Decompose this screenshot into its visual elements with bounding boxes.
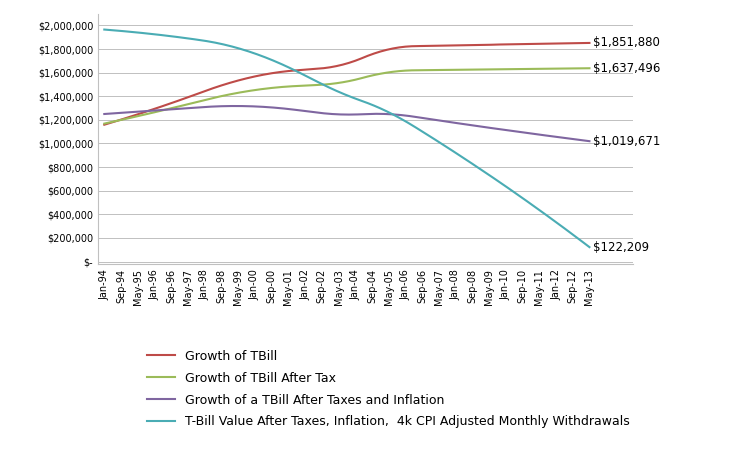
Growth of a TBill After Taxes and Inflation [585, 138, 594, 144]
Growth of TBill After Tax [531, 66, 540, 71]
Growth of TBill After Tax [225, 91, 234, 97]
Growth of a TBill After Taxes and Inflation [532, 131, 541, 137]
Growth of TBill [382, 47, 391, 53]
Growth of TBill [100, 122, 109, 127]
Growth of TBill After Tax [382, 70, 391, 76]
Growth of TBill [585, 40, 594, 46]
Text: $122,209: $122,209 [593, 241, 648, 253]
T-Bill Value After Taxes, Inflation,  4k CPI Adjusted Monthly Withdrawals [225, 43, 234, 49]
Growth of a TBill After Taxes and Inflation [231, 103, 241, 109]
T-Bill Value After Taxes, Inflation,  4k CPI Adjusted Monthly Withdrawals [382, 109, 391, 114]
Growth of a TBill After Taxes and Inflation [385, 111, 394, 117]
Growth of TBill [225, 80, 234, 86]
Text: $1,851,880: $1,851,880 [593, 36, 660, 50]
T-Bill Value After Taxes, Inflation,  4k CPI Adjusted Monthly Withdrawals [194, 37, 203, 43]
Growth of TBill [194, 91, 203, 96]
Growth of a TBill After Taxes and Inflation [439, 118, 448, 124]
Growth of TBill After Tax [437, 67, 446, 73]
T-Bill Value After Taxes, Inflation,  4k CPI Adjusted Monthly Withdrawals [585, 244, 594, 250]
Legend: Growth of TBill, Growth of TBill After Tax, Growth of a TBill After Taxes and In: Growth of TBill, Growth of TBill After T… [147, 350, 630, 429]
Line: Growth of TBill After Tax: Growth of TBill After Tax [104, 68, 590, 124]
T-Bill Value After Taxes, Inflation,  4k CPI Adjusted Monthly Withdrawals [531, 204, 540, 210]
Growth of a TBill After Taxes and Inflation [225, 103, 234, 109]
Text: $1,019,671: $1,019,671 [593, 135, 660, 148]
Growth of TBill After Tax [194, 99, 203, 104]
Growth of a TBill After Taxes and Inflation [194, 105, 203, 110]
Growth of TBill [466, 42, 475, 48]
Text: $1,637,496: $1,637,496 [593, 62, 660, 75]
T-Bill Value After Taxes, Inflation,  4k CPI Adjusted Monthly Withdrawals [437, 141, 446, 146]
Growth of TBill After Tax [466, 67, 475, 72]
Line: Growth of a TBill After Taxes and Inflation: Growth of a TBill After Taxes and Inflat… [104, 106, 590, 141]
Line: T-Bill Value After Taxes, Inflation,  4k CPI Adjusted Monthly Withdrawals: T-Bill Value After Taxes, Inflation, 4k … [104, 30, 590, 247]
T-Bill Value After Taxes, Inflation,  4k CPI Adjusted Monthly Withdrawals [100, 27, 109, 32]
Growth of TBill [437, 43, 446, 48]
Growth of TBill After Tax [100, 121, 109, 126]
Growth of TBill [531, 41, 540, 46]
Growth of a TBill After Taxes and Inflation [100, 111, 109, 117]
Line: Growth of TBill: Growth of TBill [104, 43, 590, 125]
Growth of a TBill After Taxes and Inflation [467, 122, 477, 128]
Growth of TBill After Tax [585, 66, 594, 71]
T-Bill Value After Taxes, Inflation,  4k CPI Adjusted Monthly Withdrawals [466, 160, 475, 165]
